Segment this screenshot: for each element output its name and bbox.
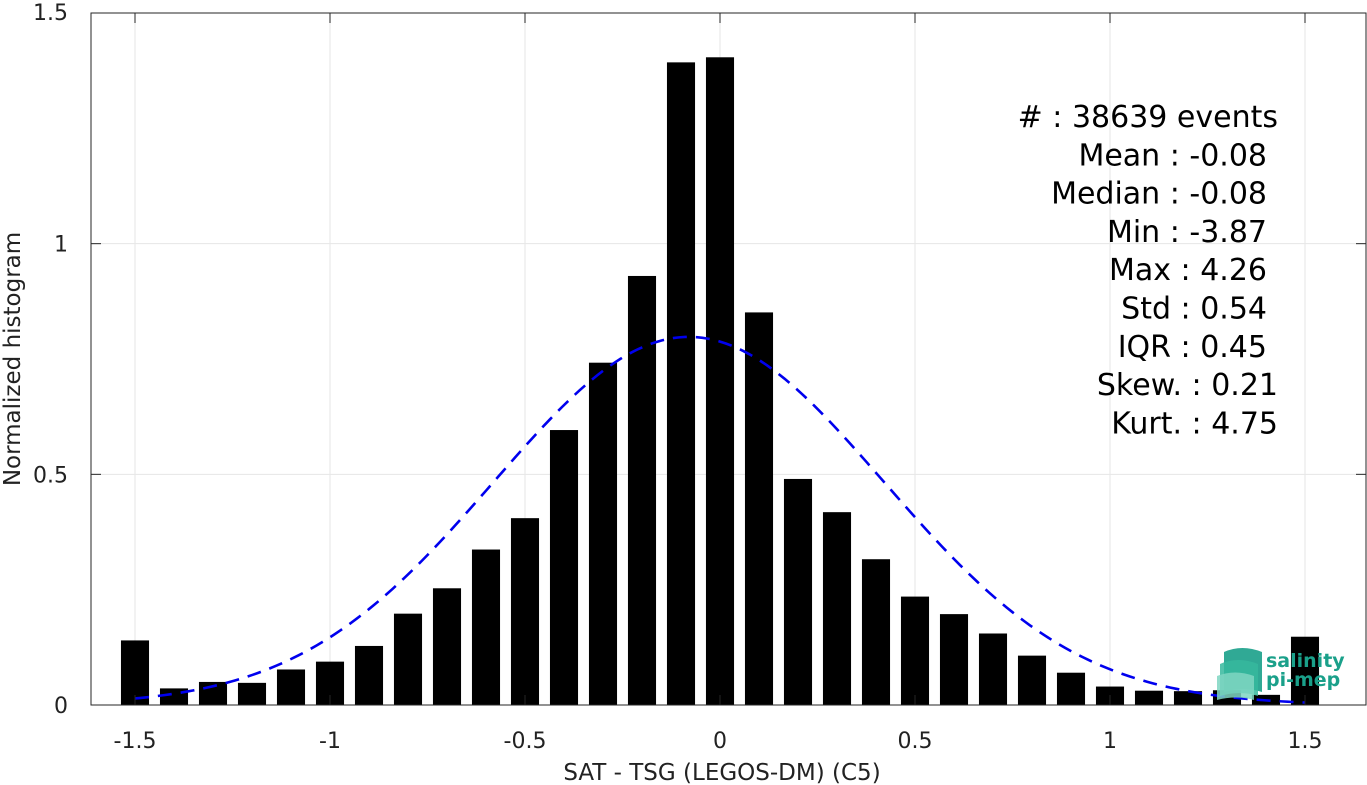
stat-line: Kurt. : 4.75 [1111, 406, 1278, 441]
histogram-bar [510, 518, 540, 705]
histogram-bar [705, 57, 735, 705]
salinity-pi-mep-logo: salinity pi-mep [1217, 648, 1345, 700]
histogram-bar [939, 614, 969, 705]
histogram-bar [1056, 672, 1086, 705]
stat-line: Skew. : 0.21 [1097, 368, 1278, 403]
histogram-bar [1017, 655, 1047, 705]
bars-group [120, 57, 1320, 705]
x-tick-label: -1.5 [114, 729, 157, 754]
histogram-bar [471, 549, 501, 705]
x-tick-label: 1.5 [1288, 729, 1323, 754]
plot-frame [90, 12, 1367, 706]
histogram-bar [432, 588, 462, 705]
histogram-bar [354, 645, 384, 705]
y-tick-labels: 0 0.5 1 1.5 [33, 1, 68, 719]
histogram-bar [588, 362, 618, 705]
stat-line: IQR : 0.45 [1118, 330, 1267, 365]
histogram-bar [627, 275, 657, 705]
histogram-bar [900, 596, 930, 705]
x-tick-label: -0.5 [504, 729, 547, 754]
gaussian-fit-curve [134, 335, 1306, 704]
x-axis-label: SAT - TSG (LEGOS-DM) (C5) [563, 760, 880, 785]
y-tick-label: 1 [54, 233, 68, 258]
histogram-bar [666, 62, 696, 705]
histogram-bar [120, 640, 150, 705]
histogram-bar [1134, 690, 1164, 705]
logo-text-salinity: salinity [1266, 650, 1345, 672]
stat-line: Min : -3.87 [1107, 215, 1267, 250]
y-tick-label: 0 [54, 694, 68, 719]
histogram-bar [744, 312, 774, 705]
x-tick-label: 1 [1103, 729, 1117, 754]
stat-line: Median : -0.08 [1051, 177, 1267, 212]
histogram-bar [237, 682, 267, 705]
histogram-bar [276, 669, 306, 705]
histogram-bar [1290, 636, 1320, 705]
x-tick-label: 0 [713, 729, 727, 754]
y-axis-label: Normalized histogram [0, 232, 26, 486]
histogram-bar [783, 478, 813, 705]
histogram-bar [1173, 691, 1203, 705]
y-tick-label: 0.5 [33, 463, 68, 488]
stat-line: Max : 4.26 [1109, 253, 1267, 288]
stat-line: # : 38639 events [1018, 100, 1278, 135]
stat-line: Std : 0.54 [1121, 292, 1267, 327]
histogram-bar [861, 559, 891, 705]
x-tick-label: -1 [319, 729, 341, 754]
axis-ticks [91, 12, 1366, 706]
x-tick-label: 0.5 [898, 729, 933, 754]
histogram-bar [549, 430, 579, 705]
histogram-bar [978, 633, 1008, 705]
y-tick-label: 1.5 [33, 1, 68, 26]
wave-logo-icon [1217, 648, 1262, 700]
histogram-bar [822, 512, 852, 705]
stat-line: Mean : -0.08 [1078, 138, 1267, 173]
histogram-bar [393, 613, 423, 705]
x-tick-labels: -1.5 -1 -0.5 0 0.5 1 1.5 [114, 729, 1323, 754]
logo-text-pi-mep: pi-mep [1266, 669, 1340, 691]
